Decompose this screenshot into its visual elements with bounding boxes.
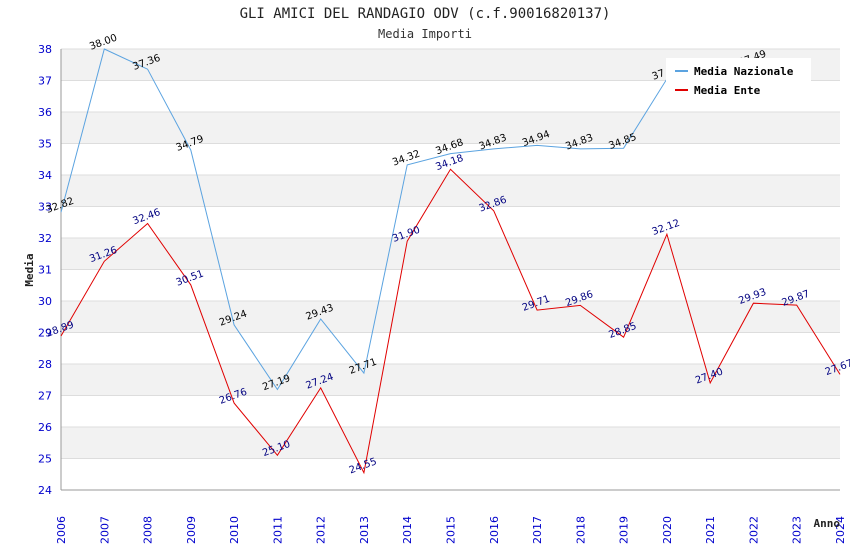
y-tick-label: 37 — [38, 75, 52, 88]
y-tick-label: 34 — [38, 169, 52, 182]
x-tick-label: 2014 — [401, 516, 414, 544]
x-tick-label: 2013 — [358, 516, 371, 544]
y-tick-label: 31 — [38, 264, 52, 277]
y-tick-label: 26 — [38, 421, 52, 434]
data-label-ente: 32.12 — [651, 218, 682, 238]
x-tick-label: 2021 — [704, 516, 717, 544]
data-label-ente: 28.89 — [45, 320, 76, 340]
y-tick-label: 24 — [38, 484, 52, 497]
y-axis-label: Media — [23, 253, 36, 286]
y-tick-label: 35 — [38, 138, 52, 151]
series-line-nazionale — [60, 48, 754, 391]
data-label-ente: 24.55 — [348, 456, 379, 476]
grid-band — [61, 175, 840, 207]
y-tick-label: 32 — [38, 232, 52, 245]
x-tick-label: 2007 — [98, 516, 111, 544]
grid-band — [61, 112, 840, 144]
y-tick-label: 29 — [38, 327, 52, 340]
y-tick-label: 27 — [38, 390, 52, 403]
chart-title: GLI AMICI DEL RANDAGIO ODV (c.f.90016820… — [239, 6, 611, 22]
data-label-nazionale: 32.82 — [45, 196, 76, 216]
x-tick-label: 2019 — [618, 516, 631, 544]
x-tick-label: 2017 — [531, 516, 544, 544]
chart-subtitle: Media Importi — [378, 27, 472, 41]
y-tick-label: 25 — [38, 453, 52, 466]
y-tick-label: 28 — [38, 358, 52, 371]
x-tick-label: 2009 — [185, 516, 198, 544]
data-label-nazionale: 34.32 — [391, 149, 422, 169]
x-tick-label: 2010 — [228, 516, 241, 544]
grid-band — [61, 238, 840, 270]
x-tick-label: 2008 — [142, 516, 155, 544]
x-tick-label: 2012 — [315, 516, 328, 544]
x-tick-label: 2020 — [661, 516, 674, 544]
x-tick-label: 2011 — [271, 516, 284, 544]
legend-box — [666, 58, 811, 100]
legend-item: Media Nazionale — [694, 65, 794, 78]
x-tick-label: 2023 — [791, 516, 804, 544]
grid-band — [61, 427, 840, 459]
y-tick-label: 38 — [38, 43, 52, 56]
data-label-ente: 30.51 — [175, 269, 206, 289]
x-tick-label: 2024 — [834, 516, 847, 544]
grid-band — [61, 301, 840, 333]
series-line-ente — [60, 168, 841, 475]
x-tick-label: 2022 — [747, 516, 760, 544]
x-tick-label: 2018 — [574, 516, 587, 544]
x-tick-label: 2015 — [445, 516, 458, 544]
x-tick-label: 2016 — [488, 516, 501, 544]
x-axis-label: Anno — [814, 517, 841, 530]
legend-item: Media Ente — [694, 84, 761, 97]
y-tick-label: 33 — [38, 201, 52, 214]
grid-band — [61, 364, 840, 396]
y-tick-label: 36 — [38, 106, 52, 119]
y-tick-label: 30 — [38, 295, 52, 308]
x-tick-label: 2006 — [55, 516, 68, 544]
